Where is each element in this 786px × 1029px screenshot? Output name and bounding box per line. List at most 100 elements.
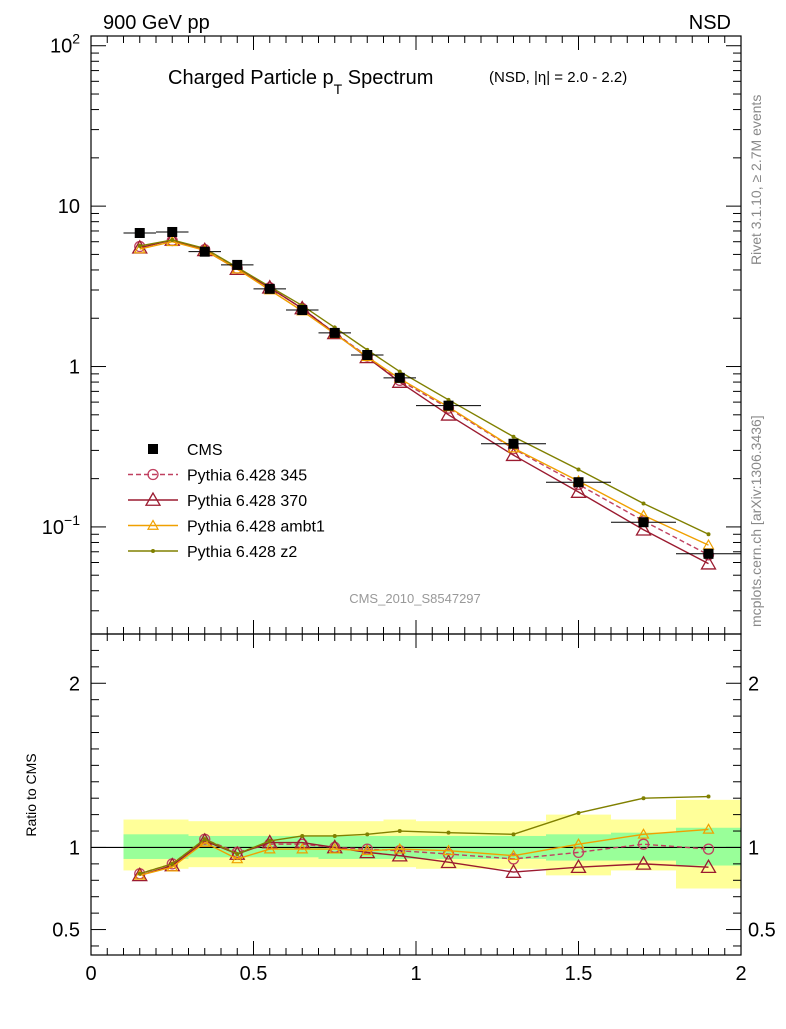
cms-point [443, 400, 454, 411]
cms-point [134, 227, 145, 238]
ratio-y-tick-label: 1 [69, 837, 80, 859]
tick-exponent: −1 [64, 512, 80, 528]
cms-point [264, 283, 275, 294]
cms-point [329, 327, 340, 338]
ratio-y-tick-label-right: 2 [748, 673, 759, 695]
ratio-panel: 0 0.5 1 1.5 20.5 0.51 12 2 [52, 620, 776, 985]
ratio-y-tick-label-right: 0.5 [748, 920, 776, 942]
cms-point [638, 517, 649, 528]
cms-point [232, 259, 243, 270]
ratio-y-tick-label: 0.5 [52, 920, 80, 942]
cms-point [167, 226, 178, 237]
ratio-band-stat-bin [286, 835, 319, 858]
ratio-point-pythia-6-428-z2 [332, 833, 337, 838]
ratio-point-pythia-6-428-370 [570, 858, 587, 874]
ratio-point-pythia-6-428-ambt1 [296, 842, 309, 854]
ratio-point-pythia-6-428-370 [505, 863, 522, 878]
ratio-point-pythia-6-428-z2 [397, 829, 402, 834]
title-qualifier: (NSD, |η| = 2.0 - 2.2) [489, 69, 627, 86]
main-point-pythia-6-428-z2 [137, 243, 142, 248]
main-point-pythia-6-428-z2 [170, 237, 175, 242]
analysis-id: CMS_2010_S8547297 [349, 591, 481, 606]
main-point-pythia-6-428-370 [440, 406, 457, 421]
legend-marker [151, 549, 155, 553]
ratio-point-pythia-6-428-370 [635, 855, 652, 870]
cms-point [199, 246, 210, 257]
main-y-tick-label: 1 [69, 357, 80, 379]
ratio-point-pythia-6-428-ambt1 [133, 869, 146, 880]
ratio-point-pythia-6-428-370 [391, 847, 408, 862]
legend-marker [144, 491, 162, 506]
x-tick-label: 2 [735, 963, 746, 985]
ratio-ylabel: Ratio to CMS [23, 753, 39, 836]
title-sub: T [334, 81, 343, 97]
x-tick-label: 1.5 [565, 963, 593, 985]
ratio-series-line-pythia-6-428-z2 [139, 795, 709, 875]
ratio-point-pythia-6-428-z2 [170, 861, 175, 866]
ratio-point-pythia-6-428-ambt1 [361, 844, 374, 856]
ratio-point-pythia-6-428-ambt1 [702, 823, 715, 834]
ratio-point-pythia-6-428-ambt1 [166, 860, 179, 872]
ratio-point-pythia-6-428-z2 [235, 852, 240, 857]
main-panel: 102 10 1 10−1 [42, 31, 742, 955]
ratio-point-pythia-6-428-345 [702, 843, 715, 855]
ratio-series-line-pythia-6-428-ambt1 [139, 828, 709, 877]
ratio-point-pythia-6-428-ambt1 [637, 828, 650, 839]
cms-point [297, 305, 308, 316]
cms-point [508, 438, 519, 449]
ratio-point-pythia-6-428-345 [637, 838, 650, 850]
ratio-y-tick-label: 2 [69, 673, 80, 695]
ratio-point-pythia-6-428-ambt1 [572, 837, 585, 849]
ratio-point-pythia-6-428-z2 [641, 796, 646, 801]
legend-label: Pythia 6.428 z2 [187, 544, 297, 561]
ratio-point-pythia-6-428-z2 [137, 871, 142, 876]
main-point-pythia-6-428-z2 [706, 532, 711, 537]
main-y-tick-label: 10−1 [42, 512, 80, 539]
main-y-tick-label: 102 [50, 31, 80, 58]
main-series-line-pythia-6-428-ambt1 [139, 240, 709, 546]
ratio-point-pythia-6-428-z2 [446, 830, 451, 835]
legend-marker [147, 468, 159, 481]
cms-point [394, 372, 405, 383]
cms-point [362, 349, 373, 360]
legend-label: Pythia 6.428 ambt1 [187, 519, 325, 536]
ratio-point-pythia-6-428-ambt1 [442, 844, 455, 856]
tick-base: 10 [42, 517, 64, 539]
legend-marker [148, 444, 158, 454]
ratio-point-pythia-6-428-370 [700, 858, 717, 874]
x-tick-label: 0 [85, 963, 96, 985]
main-point-pythia-6-428-ambt1 [133, 242, 146, 254]
ratio-point-pythia-6-428-z2 [511, 832, 516, 837]
main-point-pythia-6-428-z2 [576, 467, 581, 472]
x-tick-label: 1 [410, 963, 421, 985]
main-point-pythia-6-428-370 [505, 446, 522, 462]
ratio-point-pythia-6-428-ambt1 [328, 842, 341, 854]
main-point-pythia-6-428-z2 [641, 501, 646, 506]
ratio-point-pythia-6-428-z2 [365, 832, 370, 837]
tick-exponent: 2 [72, 31, 80, 47]
legend: CMS Pythia 6.428 345 Pythia 6.428 370 Pythi… [128, 442, 325, 561]
title-prefix: Charged Particle p [168, 67, 334, 89]
ratio-point-pythia-6-428-370 [440, 853, 457, 869]
x-tick-label: 0.5 [240, 963, 268, 985]
ratio-point-pythia-6-428-z2 [706, 794, 711, 799]
side-label-lower: mcplots.cern.ch [arXiv:1306.3436] [748, 415, 764, 627]
legend-label: CMS [187, 442, 223, 459]
ratio-point-pythia-6-428-ambt1 [263, 842, 276, 854]
cms-point [703, 548, 714, 559]
side-label-upper: Rivet 3.1.10, ≥ 2.7M events [748, 95, 764, 265]
cms-point [573, 477, 584, 488]
main-point-pythia-6-428-370 [570, 483, 587, 498]
ratio-point-pythia-6-428-ambt1 [393, 842, 406, 854]
legend-label: Pythia 6.428 370 [187, 493, 307, 510]
ratio-point-pythia-6-428-ambt1 [507, 849, 520, 861]
main-point-pythia-6-428-z2 [397, 369, 402, 374]
main-point-pythia-6-428-370 [635, 521, 652, 536]
ratio-point-pythia-6-428-z2 [202, 837, 207, 842]
ratio-point-pythia-6-428-z2 [267, 838, 272, 843]
ratio-point-pythia-6-428-z2 [300, 833, 305, 838]
main-point-pythia-6-428-370 [700, 555, 717, 570]
title-suffix: Spectrum [342, 67, 433, 89]
legend-label: Pythia 6.428 345 [187, 468, 307, 485]
